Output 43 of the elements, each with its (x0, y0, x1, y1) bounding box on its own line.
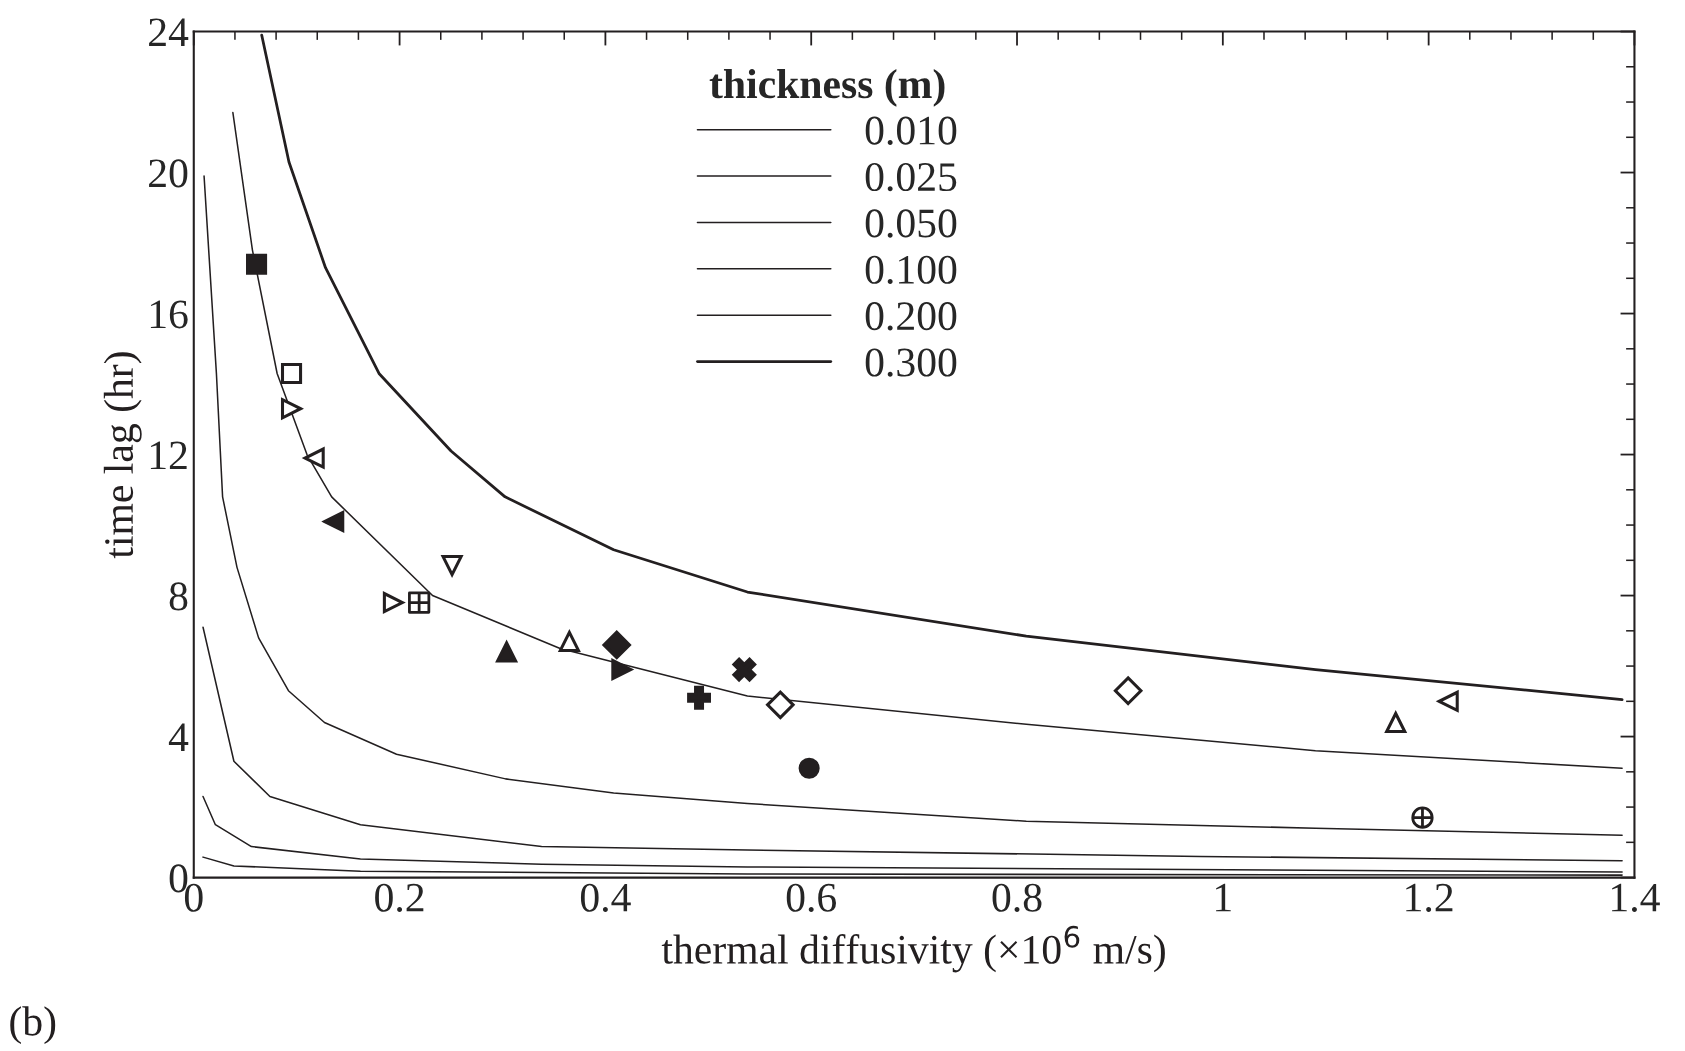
point (245, 253, 268, 275)
legend-label: 0.025 (865, 162, 957, 192)
point (323, 510, 345, 533)
legend-label: 0.300 (865, 348, 957, 377)
legend-label: 0.200 (865, 302, 957, 331)
point (1385, 711, 1407, 734)
legend-label: 0.100 (865, 255, 957, 285)
x-tick-label: 1.2 (1406, 883, 1453, 912)
point (303, 447, 325, 469)
x-tick-label: 0.6 (786, 883, 837, 912)
x-tick-label: 1 (1216, 883, 1231, 912)
point (1113, 676, 1143, 706)
x-tick-label: 0.8 (992, 883, 1042, 912)
line-series (202, 626, 1623, 862)
legend-label: 0.010 (865, 116, 957, 145)
point (798, 757, 820, 779)
point (280, 362, 303, 385)
y-tick-label: 8 (169, 582, 188, 611)
x-tick-label: 1.4 (1612, 883, 1660, 912)
x-axis-title: thermal diffusivity (×10$^{6}$ m/s) (661, 925, 1165, 973)
x-tick-label: 0.4 (580, 883, 631, 912)
y-tick-label: 12 (150, 441, 187, 470)
point (496, 641, 518, 663)
x-tick-label: 0.2 (375, 883, 424, 912)
point (441, 555, 463, 577)
legend-label: 0.050 (865, 209, 957, 238)
point (382, 592, 404, 614)
point (602, 630, 632, 660)
legend-title: thickness (m) (709, 69, 945, 107)
point (732, 657, 757, 682)
y-tick-label: 20 (149, 159, 188, 188)
point (611, 658, 635, 681)
line-series (232, 111, 1623, 770)
y-tick-label: 16 (150, 300, 188, 329)
point (558, 630, 580, 652)
point (687, 685, 711, 710)
text: (b) (10, 1006, 56, 1045)
y-axis-title: time lag (hr) (103, 352, 142, 559)
y-tick-label: 24 (149, 18, 189, 46)
point (280, 398, 303, 420)
y-tick-label: 4 (168, 723, 189, 752)
point (766, 690, 795, 720)
point (1435, 689, 1459, 713)
